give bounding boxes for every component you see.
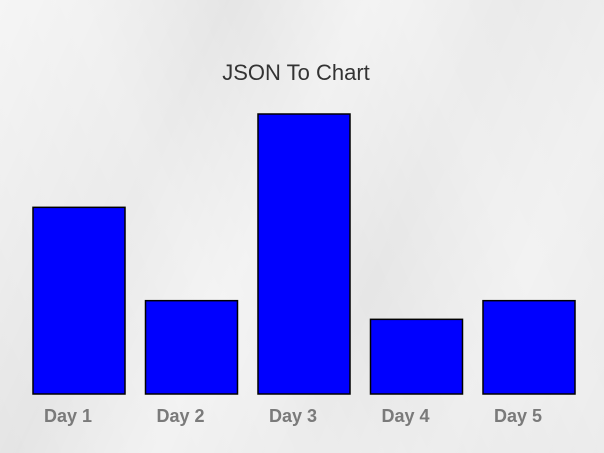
x-tick-label-day-1: Day 1 bbox=[44, 406, 92, 426]
x-tick-label-day-3: Day 3 bbox=[269, 406, 317, 426]
bar-day-2 bbox=[144, 299, 239, 395]
x-tick-label-day-2: Day 2 bbox=[157, 406, 205, 426]
x-tick-label-day-5: Day 5 bbox=[494, 406, 542, 426]
bar-day-5 bbox=[482, 299, 576, 395]
chart-title: JSON To Chart bbox=[222, 60, 370, 85]
bar-day-1 bbox=[32, 206, 126, 395]
x-tick-label-day-4: Day 4 bbox=[382, 406, 430, 426]
bar-day-4 bbox=[369, 318, 464, 395]
bar-day-3 bbox=[257, 113, 351, 395]
